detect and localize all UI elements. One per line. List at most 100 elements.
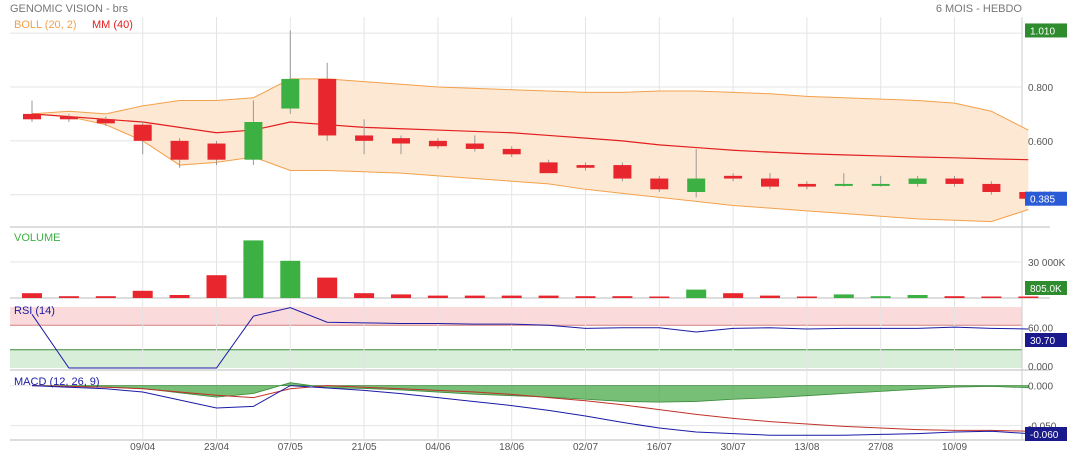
volume-bar-02/07 xyxy=(575,296,596,298)
price-y-tick: 0.600 xyxy=(1028,137,1053,148)
x-tick-label: 10/09 xyxy=(942,442,967,453)
candle-body-02/07 xyxy=(576,165,595,168)
x-tick-label: 13/08 xyxy=(794,442,819,453)
x-tick-label: 04/06 xyxy=(425,442,450,453)
bollinger-band-fill xyxy=(32,78,1029,222)
candle-body-20/08 xyxy=(834,183,853,186)
volume-bar-10/09 xyxy=(944,296,965,298)
volume-title: VOLUME xyxy=(14,232,60,244)
last-price-tag-bg xyxy=(1025,191,1067,206)
high-price-tag: 1.010 xyxy=(1030,26,1055,37)
high-price-tag-bg xyxy=(1025,23,1067,38)
macd-panel xyxy=(31,382,1029,436)
x-tick-label: 23/04 xyxy=(204,442,229,453)
x-tick-label: 21/05 xyxy=(352,442,377,453)
volume-bar-04/06 xyxy=(427,295,448,298)
candle-body-10/09 xyxy=(945,178,964,184)
rsi-line xyxy=(31,307,1029,369)
volume-bar-09/07 xyxy=(612,296,633,298)
bollinger-upper-line xyxy=(31,78,1029,131)
candle-body-19/03 xyxy=(23,113,41,120)
x-tick-label: 09/04 xyxy=(130,442,155,453)
candle-body-16/04 xyxy=(170,140,189,160)
candle-body-23/07 xyxy=(687,178,706,192)
price-panel xyxy=(23,30,1038,223)
volume-bar-25/06 xyxy=(538,295,559,298)
volume-bar-19/03 xyxy=(22,293,42,298)
candle-body-07/05 xyxy=(281,78,300,109)
volume-y-tick: 30 000K xyxy=(1028,258,1066,269)
candle-body-09/04 xyxy=(133,124,152,141)
legend-ma: MM (40) xyxy=(92,19,133,31)
last-price-tag: 0.385 xyxy=(1030,195,1055,206)
volume-bar-23/04 xyxy=(206,275,227,298)
candle-body-03/09 xyxy=(908,178,927,184)
grid-lines xyxy=(10,17,1022,440)
candle-body-28/05 xyxy=(392,138,410,144)
legend-boll: BOLL (20, 2) xyxy=(14,19,77,31)
macd-y-tick: 0.000 xyxy=(1028,382,1053,393)
x-tick-label: 07/05 xyxy=(278,442,303,453)
candle-body-11/06 xyxy=(465,143,484,149)
candle-body-02/04 xyxy=(96,119,115,124)
bollinger-lower-line xyxy=(31,113,1029,223)
candle-body-04/06 xyxy=(428,140,447,147)
volume-bar-02/04 xyxy=(95,296,116,298)
volume-bar-16/04 xyxy=(169,295,190,298)
volume-bar-24/09 xyxy=(1018,296,1039,298)
volume-bar-18/06 xyxy=(501,295,522,298)
rsi-title: RSI (14) xyxy=(14,305,55,317)
volume-bar-17/09 xyxy=(981,296,1002,298)
candle-body-25/06 xyxy=(539,162,558,174)
macd-value-tag: -0.060 xyxy=(1030,430,1059,441)
candle-body-09/07 xyxy=(613,165,632,179)
volume-panel xyxy=(22,240,1039,298)
candle-body-23/04 xyxy=(207,143,226,160)
rsi-oversold-zone xyxy=(10,349,1022,368)
volume-bar-07/05 xyxy=(280,260,301,298)
candle-body-06/08 xyxy=(761,178,779,187)
volume-bar-30/04 xyxy=(243,240,264,298)
volume-bar-14/05 xyxy=(317,277,338,298)
volume-bar-03/09 xyxy=(907,295,928,298)
candle-body-17/09 xyxy=(982,183,1001,192)
volume-bar-16/07 xyxy=(649,296,670,298)
candle-body-30/07 xyxy=(724,175,743,179)
rsi-y-tick: 60.00 xyxy=(1028,323,1053,334)
x-tick-label: 30/07 xyxy=(721,442,746,453)
macd-signal-line xyxy=(31,385,1029,432)
candle-body-27/08 xyxy=(871,183,890,186)
volume-bar-13/08 xyxy=(796,296,817,298)
period-label: 6 MOIS - HEBDO xyxy=(935,3,1022,15)
volume-bar-11/06 xyxy=(464,295,485,298)
volume-bar-09/04 xyxy=(132,290,153,298)
volume-value-tag: 805.0K xyxy=(1030,284,1062,295)
candle-body-26/03 xyxy=(59,116,78,120)
volume-bar-28/05 xyxy=(391,294,411,298)
x-tick-label: 02/07 xyxy=(573,442,598,453)
rsi-y-tick: 0.000 xyxy=(1028,362,1053,373)
rsi-value-tag: 30.70 xyxy=(1030,336,1055,347)
rsi-panel xyxy=(31,307,1029,369)
rsi-value-tag-bg xyxy=(1025,333,1067,347)
x-tick-label: 16/07 xyxy=(647,442,672,453)
ma40-line xyxy=(31,113,1029,161)
volume-bar-30/07 xyxy=(723,293,744,298)
chart-title: GENOMIC VISION - brs xyxy=(10,3,128,15)
volume-bar-06/08 xyxy=(760,295,780,298)
candle-body-14/05 xyxy=(318,78,337,136)
volume-value-tag-bg xyxy=(1025,281,1067,295)
candle-body-13/08 xyxy=(797,183,816,187)
macd-line xyxy=(31,385,1029,436)
macd-histogram xyxy=(31,382,1029,403)
macd-title: MACD (12, 26, 9) xyxy=(14,376,100,388)
volume-bar-21/05 xyxy=(354,293,375,298)
candle-body-16/07 xyxy=(650,178,669,190)
rsi-overbought-zone xyxy=(10,307,1022,326)
candle-body-18/06 xyxy=(502,148,521,155)
candle-body-30/04 xyxy=(244,122,263,160)
panel-backgrounds xyxy=(10,17,1050,441)
axis-labels: 09/04 23/04 07/05 21/05 04/06 18/06 02/07 16/07… xyxy=(130,23,1067,453)
x-tick-label: 18/06 xyxy=(499,442,524,453)
